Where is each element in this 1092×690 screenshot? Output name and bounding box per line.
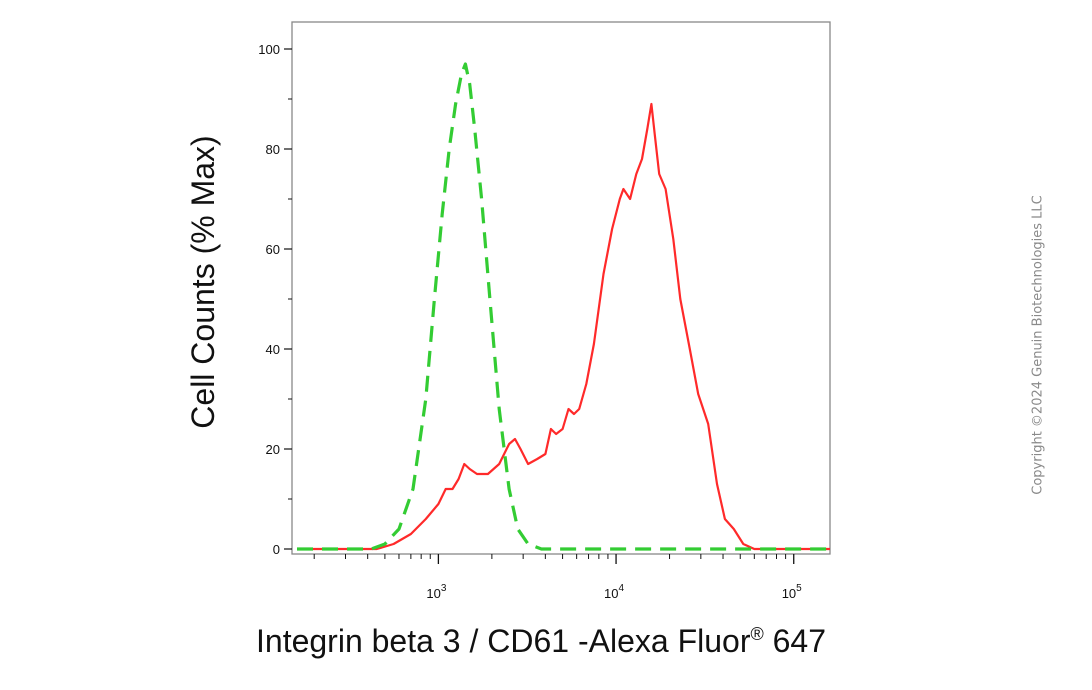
x-tick-base: 10 (426, 586, 440, 601)
y-tick-label: 60 (266, 242, 280, 257)
y-tick-label: 40 (266, 342, 280, 357)
x-axis-title-suffix: 647 (764, 623, 826, 659)
x-axis-title: Integrin beta 3 / CD61 -Alexa Fluor® 647 (256, 623, 826, 659)
series-layer (297, 62, 830, 551)
y-tick-label: 80 (266, 142, 280, 157)
x-tick-exponent: 3 (441, 583, 447, 594)
plot-frame (291, 21, 831, 555)
y-tick-label: 20 (266, 442, 280, 457)
x-tick-label: 104 (604, 583, 624, 601)
copyright-notice: Copyright ©2024 Genuin Biotechnologies L… (1030, 195, 1046, 495)
y-tick-label: 0 (273, 542, 280, 557)
y-axis: 0 20 40 60 80 100 (258, 42, 292, 557)
x-tick-base: 10 (782, 586, 796, 601)
x-tick-exponent: 5 (796, 583, 802, 594)
y-axis-title: Cell Counts (% Max) (185, 135, 221, 428)
x-axis: 103 104 105 (313, 554, 802, 601)
x-tick-label: 105 (782, 583, 802, 601)
x-tick-exponent: 4 (619, 583, 625, 594)
series-line-2 (297, 62, 830, 551)
series-line-1 (297, 102, 830, 551)
x-tick-label: 103 (426, 583, 446, 601)
y-tick-label: 100 (258, 42, 280, 57)
x-tick-base: 10 (604, 586, 618, 601)
x-axis-title-main: Integrin beta 3 / CD61 -Alexa Fluor (256, 623, 751, 659)
x-axis-title-superscript: ® (750, 624, 763, 644)
